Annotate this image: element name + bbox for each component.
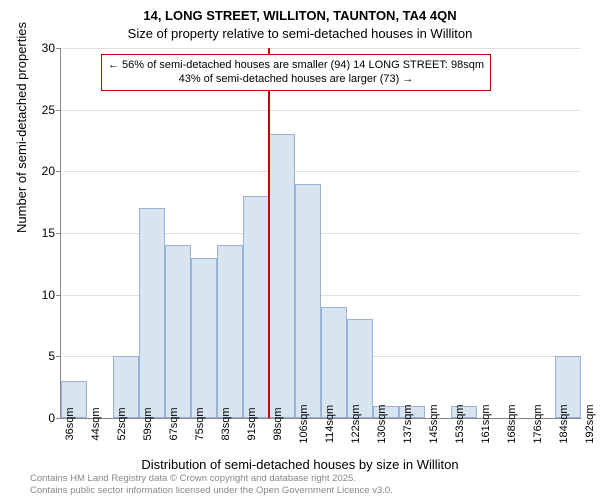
- x-tick-label: 192sqm: [584, 404, 596, 443]
- x-tick-label: 83sqm: [220, 407, 232, 440]
- x-tick-label: 145sqm: [428, 404, 440, 443]
- histogram-bar: [165, 245, 191, 418]
- plot-area: ← 56% of semi-detached houses are smalle…: [60, 48, 581, 419]
- histogram-bar: [269, 134, 295, 418]
- x-tick-label: 59sqm: [142, 407, 154, 440]
- attribution-text: Contains HM Land Registry data © Crown c…: [30, 473, 393, 496]
- y-tick-label: 25: [25, 103, 55, 117]
- x-tick-label: 98sqm: [272, 407, 284, 440]
- x-tick-label: 161sqm: [480, 404, 492, 443]
- histogram-bar: [191, 258, 217, 418]
- histogram-bar: [321, 307, 347, 418]
- x-tick-label: 137sqm: [402, 404, 414, 443]
- chart-title-line2: Size of property relative to semi-detach…: [0, 26, 600, 41]
- x-axis-label: Distribution of semi-detached houses by …: [0, 457, 600, 472]
- annotation-line: 43% of semi-detached houses are larger (…: [108, 72, 484, 86]
- annotation-callout: ← 56% of semi-detached houses are smalle…: [101, 54, 491, 91]
- chart-container: 14, LONG STREET, WILLITON, TAUNTON, TA4 …: [0, 0, 600, 500]
- y-tick-label: 30: [25, 41, 55, 55]
- y-tick-label: 5: [25, 349, 55, 363]
- x-tick-label: 122sqm: [350, 404, 362, 443]
- y-tick-label: 10: [25, 288, 55, 302]
- y-tick-label: 15: [25, 226, 55, 240]
- x-tick-label: 75sqm: [194, 407, 206, 440]
- grid-line: [61, 110, 581, 111]
- x-tick-label: 168sqm: [506, 404, 518, 443]
- x-tick-label: 67sqm: [168, 407, 180, 440]
- histogram-bar: [347, 319, 373, 418]
- grid-line: [61, 48, 581, 49]
- histogram-bar: [139, 208, 165, 418]
- marker-vertical-line: [268, 48, 270, 418]
- attribution-line2: Contains public sector information licen…: [30, 485, 393, 496]
- annotation-line: ← 56% of semi-detached houses are smalle…: [108, 58, 484, 72]
- x-tick-label: 91sqm: [246, 407, 258, 440]
- x-tick-label: 44sqm: [90, 407, 102, 440]
- y-tick-label: 20: [25, 164, 55, 178]
- histogram-bar: [243, 196, 269, 418]
- histogram-bar: [295, 184, 321, 418]
- attribution-line1: Contains HM Land Registry data © Crown c…: [30, 473, 393, 484]
- x-tick-label: 114sqm: [324, 405, 336, 443]
- x-tick-label: 52sqm: [116, 407, 128, 440]
- grid-line: [61, 171, 581, 172]
- chart-title-line1: 14, LONG STREET, WILLITON, TAUNTON, TA4 …: [0, 8, 600, 23]
- x-tick-label: 176sqm: [532, 404, 544, 443]
- x-tick-label: 36sqm: [64, 407, 76, 440]
- x-tick-label: 106sqm: [298, 404, 310, 443]
- y-tick-label: 0: [25, 411, 55, 425]
- x-tick-label: 130sqm: [376, 404, 388, 443]
- histogram-bar: [217, 245, 243, 418]
- x-tick-label: 153sqm: [454, 404, 466, 443]
- x-tick-label: 184sqm: [558, 404, 570, 443]
